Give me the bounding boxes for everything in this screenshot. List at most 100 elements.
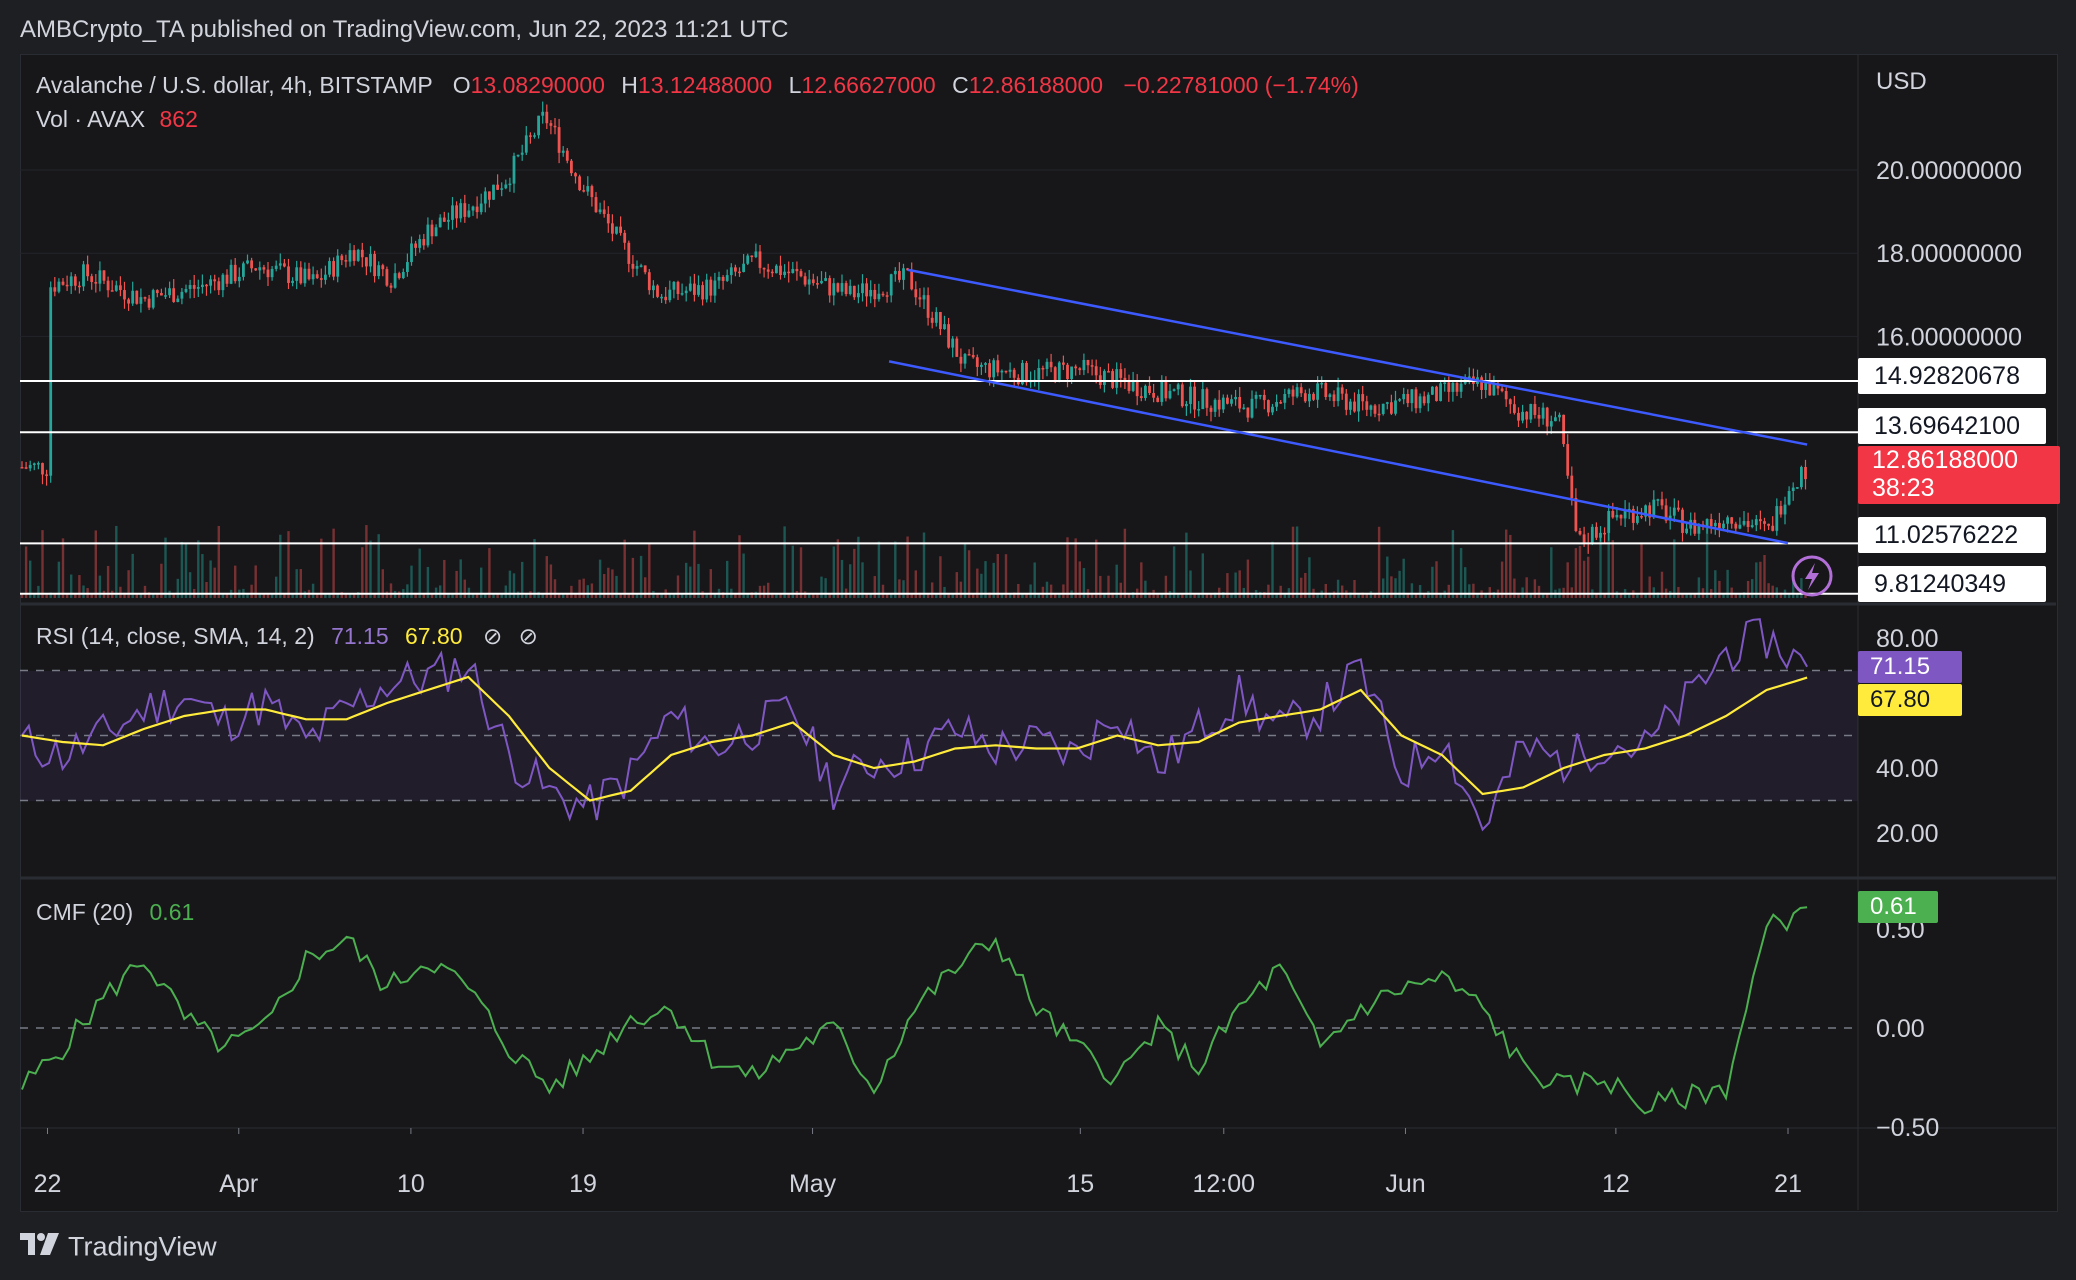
candle-body [1578, 530, 1582, 535]
time-axis[interactable]: 22 Apr 10 19 May 15 12:00 Jun 12 21 [34, 1128, 1802, 1198]
candle-body [442, 217, 446, 222]
candle-body [1082, 360, 1086, 371]
level-label-2[interactable]: 13.69642100 [1858, 408, 2046, 444]
candle-body [1246, 407, 1250, 418]
candle-body [1750, 525, 1754, 527]
volume-bar [422, 593, 425, 598]
volume-bar [418, 548, 421, 598]
candle-body [262, 267, 266, 270]
volume-bar [562, 593, 565, 598]
volume-bar [840, 559, 844, 598]
cmf-label: CMF (20) [36, 899, 134, 925]
tradingview-logo[interactable]: TradingView [20, 1230, 217, 1262]
level-label-4[interactable]: 9.81240349 [1858, 566, 2046, 602]
candle-body [549, 123, 553, 126]
volume-bar [258, 593, 261, 598]
volume-bar [1259, 591, 1262, 598]
candle-body [1759, 519, 1762, 522]
symbol-legend[interactable]: Avalanche / U.S. dollar, 4h, BITSTAMP O 1… [36, 72, 1359, 99]
trendlines[interactable] [888, 268, 1808, 545]
volume-bar [1468, 584, 1471, 598]
cmf-legend[interactable]: CMF (20) 0.61 [36, 899, 194, 926]
candle-body [639, 265, 643, 267]
volume-bars [20, 525, 1807, 598]
volume-bar [119, 586, 122, 598]
volume-bar [787, 593, 790, 598]
rsi-sma-line [21, 675, 1808, 802]
candle-body [176, 298, 180, 302]
rsi-value-label[interactable]: 71.15 [1858, 651, 1962, 683]
volume-bar [1513, 578, 1516, 598]
candle-body [553, 125, 557, 128]
rsi-legend[interactable]: RSI (14, close, SMA, 14, 2) 71.15 67.80 … [36, 623, 538, 650]
volume-bar [943, 586, 946, 598]
last-price-label[interactable]: 12.86188000 38:23 [1858, 446, 2060, 504]
volume-bar [1390, 576, 1393, 598]
candle-body [369, 253, 372, 267]
cmf-value-label[interactable]: 0.61 [1858, 891, 1938, 923]
volume-bar [439, 585, 442, 598]
symbol-title[interactable]: Avalanche / U.S. dollar, 4h, BITSTAMP [36, 72, 433, 98]
candle-body [1775, 506, 1779, 531]
currency-label[interactable]: USD [1876, 68, 1927, 95]
volume-bar [270, 593, 274, 598]
candle-body [1217, 399, 1221, 410]
close-label: C [952, 72, 969, 98]
candle-body [992, 360, 996, 378]
candle-body [1611, 510, 1615, 518]
candle-body [336, 255, 340, 277]
candle-body [775, 265, 778, 274]
candle-body [602, 209, 606, 214]
price-axis[interactable]: 20.00000000 18.00000000 16.00000000 [1876, 157, 2022, 351]
volume-bar [922, 532, 926, 598]
volume-bar [1787, 593, 1791, 598]
volume-bar [1423, 594, 1426, 598]
volume-bar [1599, 536, 1602, 598]
open-label: O [452, 72, 471, 98]
rsi-tick-label: 80.00 [1876, 625, 1939, 653]
candle-body [1459, 383, 1463, 392]
candle-body [1377, 413, 1381, 416]
volume-bar [1025, 593, 1028, 598]
candle-body [426, 224, 430, 246]
lightning-icon[interactable] [1791, 555, 1833, 597]
rsi-tick-label: 20.00 [1876, 820, 1939, 848]
candle-body [836, 283, 840, 292]
volume-bar [799, 547, 803, 598]
level-label-1[interactable]: 14.92820678 [1858, 358, 2046, 394]
rsi-sma-value-label[interactable]: 67.80 [1858, 684, 1962, 716]
volume-bar [525, 593, 528, 598]
level-label-3[interactable]: 11.02576222 [1858, 517, 2046, 553]
volume-bar [1607, 527, 1610, 598]
volume-bar [611, 569, 614, 598]
eye-slash-icon[interactable]: ⊘ [482, 623, 503, 649]
cmf-axis[interactable]: 0.500.00−0.50 [1876, 916, 1939, 1142]
time-tick-label: 12 [1602, 1170, 1630, 1198]
volume-bar [234, 565, 237, 598]
rsi-axis[interactable]: 80.00 40.00 20.00 [1876, 625, 1939, 848]
candle-body [594, 197, 598, 213]
candle-body [1697, 524, 1701, 534]
cmf-tick-label: −0.50 [1876, 1114, 1939, 1142]
volume-bar [1095, 539, 1098, 598]
candle-body [1398, 399, 1401, 401]
candle-body [668, 289, 672, 301]
eye-slash-icon[interactable]: ⊘ [518, 623, 538, 649]
volume-bar [250, 584, 253, 598]
price-tick-label: 16.00000000 [1876, 323, 2022, 351]
volume-bar [644, 577, 647, 598]
volume-legend[interactable]: Vol · AVAX 862 [36, 106, 198, 133]
candle-body [1705, 519, 1709, 527]
volume-bar [1697, 577, 1701, 598]
volume-bar [1738, 593, 1742, 598]
volume-label: Vol · AVAX [36, 106, 146, 132]
volume-bar [311, 583, 315, 598]
candle-body [1558, 414, 1561, 418]
volume-bar [693, 530, 696, 598]
candle-body [623, 232, 627, 243]
candle-body [1086, 360, 1090, 366]
close-value: 12.86188000 [968, 72, 1104, 98]
horizontal-levels[interactable] [20, 379, 1858, 595]
volume-bar [1718, 580, 1721, 598]
